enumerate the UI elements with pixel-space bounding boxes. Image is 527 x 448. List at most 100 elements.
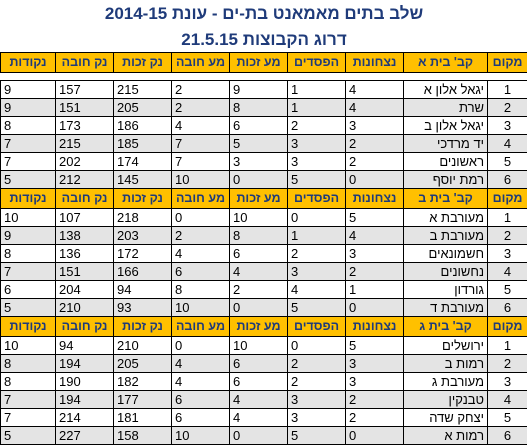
stat-cell: 5 — [345, 208, 405, 227]
rank-cell: 6 — [487, 170, 527, 189]
column-header: נקודות — [0, 188, 57, 209]
stat-cell: 8 — [0, 244, 57, 263]
stat-cell: 94 — [55, 336, 115, 355]
stat-cell: 0 — [345, 170, 405, 189]
stat-cell: 151 — [55, 98, 115, 117]
stat-cell: 0 — [287, 336, 347, 355]
stat-cell: 2 — [171, 98, 231, 117]
stat-cell: 7 — [171, 134, 231, 153]
column-header: קב' בית א — [403, 52, 489, 73]
stat-cell: 9 — [0, 226, 57, 245]
team-row: 4 נחשונים 2 3 4 6 166 151 7 — [0, 262, 527, 281]
stat-cell: 0 — [229, 170, 289, 189]
team-cell: רמות א — [403, 426, 489, 445]
rank-cell: 3 — [487, 372, 527, 391]
team-row: 1 מעורבת א 5 0 10 0 218 107 10 — [0, 208, 527, 227]
stat-cell: 0 — [229, 426, 289, 445]
stat-cell: 1 — [287, 98, 347, 117]
stat-cell: 6 — [229, 372, 289, 391]
column-header: נצחונות — [345, 188, 405, 209]
stat-cell: 214 — [55, 408, 115, 427]
team-row: 5 יצחק שדה 2 3 4 6 181 214 7 — [0, 408, 527, 427]
column-header: נקודות — [0, 316, 57, 337]
stat-cell: 93 — [113, 298, 173, 317]
column-header: מע חובה — [171, 188, 231, 209]
stat-cell: 145 — [113, 170, 173, 189]
stat-cell: 210 — [55, 298, 115, 317]
team-cell: רמות ב — [403, 354, 489, 373]
stat-cell: 6 — [171, 262, 231, 281]
team-cell: רמת יוסף — [403, 170, 489, 189]
stat-cell: 2 — [171, 226, 231, 245]
stat-cell: 151 — [55, 262, 115, 281]
stat-cell: 166 — [113, 262, 173, 281]
column-header: מקום — [487, 188, 527, 209]
column-header: מע חובה — [171, 316, 231, 337]
rank-cell: 4 — [487, 134, 527, 153]
stat-cell: 4 — [171, 354, 231, 373]
stat-cell: 205 — [113, 354, 173, 373]
stat-cell: 0 — [171, 336, 231, 355]
stat-cell: 5 — [229, 134, 289, 153]
column-header: נקודות — [0, 52, 57, 73]
stat-cell: 227 — [55, 426, 115, 445]
stat-cell: 215 — [113, 80, 173, 99]
column-header: נצחונות — [345, 316, 405, 337]
team-cell: גורדון — [403, 280, 489, 299]
stat-cell: 6 — [229, 116, 289, 135]
stat-cell: 0 — [287, 208, 347, 227]
stat-cell: 7 — [0, 408, 57, 427]
header-row: מקום קב' בית ג נצחונות הפסדים מע זכות מע חובה… — [0, 316, 527, 337]
column-header: קב' בית ג — [403, 316, 489, 337]
stat-cell: 3 — [287, 152, 347, 171]
stat-cell: 2 — [287, 244, 347, 263]
stat-cell: 94 — [113, 280, 173, 299]
team-row: 1 יגאל אלון א 4 1 9 2 215 157 9 — [0, 80, 527, 99]
team-row: 6 רמת יוסף 0 5 0 10 145 212 5 — [0, 170, 527, 189]
rank-cell: 1 — [487, 208, 527, 227]
stat-cell: 4 — [171, 372, 231, 391]
stat-cell: 2 — [287, 354, 347, 373]
stat-cell: 2 — [345, 134, 405, 153]
stat-cell: 6 — [0, 280, 57, 299]
stat-cell: 190 — [55, 372, 115, 391]
stat-cell: 7 — [0, 134, 57, 153]
stat-cell: 5 — [287, 298, 347, 317]
spacer-row — [0, 72, 527, 81]
stat-cell: 6 — [171, 408, 231, 427]
stat-cell: 194 — [55, 354, 115, 373]
stat-cell: 5 — [287, 426, 347, 445]
stat-cell: 2 — [229, 280, 289, 299]
team-row: 2 רמות ב 3 2 6 4 205 194 8 — [0, 354, 527, 373]
team-cell: מעורבת א — [403, 208, 489, 227]
column-header: מע חובה — [171, 52, 231, 73]
stat-cell: 2 — [287, 372, 347, 391]
stat-cell: 218 — [113, 208, 173, 227]
stat-cell: 210 — [113, 336, 173, 355]
stat-cell: 3 — [345, 354, 405, 373]
stat-cell: 181 — [113, 408, 173, 427]
column-header: נק חובה — [55, 52, 115, 73]
stat-cell: 177 — [113, 390, 173, 409]
stat-cell: 3 — [345, 244, 405, 263]
stat-cell: 138 — [55, 226, 115, 245]
team-row: 3 יגאל אלון ב 3 2 6 4 186 173 8 — [0, 116, 527, 135]
header-row: מקום קב' בית ב נצחונות הפסדים מע זכות מע חובה… — [0, 188, 527, 209]
stat-cell: 157 — [55, 80, 115, 99]
team-row: 4 יד מרדכי 2 3 5 7 185 215 7 — [0, 134, 527, 153]
stat-cell: 4 — [345, 226, 405, 245]
stat-cell: 136 — [55, 244, 115, 263]
stat-cell: 203 — [113, 226, 173, 245]
stat-cell: 2 — [171, 80, 231, 99]
column-header: נק זכות — [113, 316, 173, 337]
stat-cell: 4 — [287, 280, 347, 299]
column-header: נק זכות — [113, 188, 173, 209]
spacer-cell — [0, 72, 527, 81]
stat-cell: 1 — [345, 280, 405, 299]
stat-cell: 173 — [55, 116, 115, 135]
team-cell: יצחק שדה — [403, 408, 489, 427]
team-cell: חשמונאים — [403, 244, 489, 263]
stat-cell: 10 — [0, 208, 57, 227]
stat-cell: 7 — [0, 152, 57, 171]
